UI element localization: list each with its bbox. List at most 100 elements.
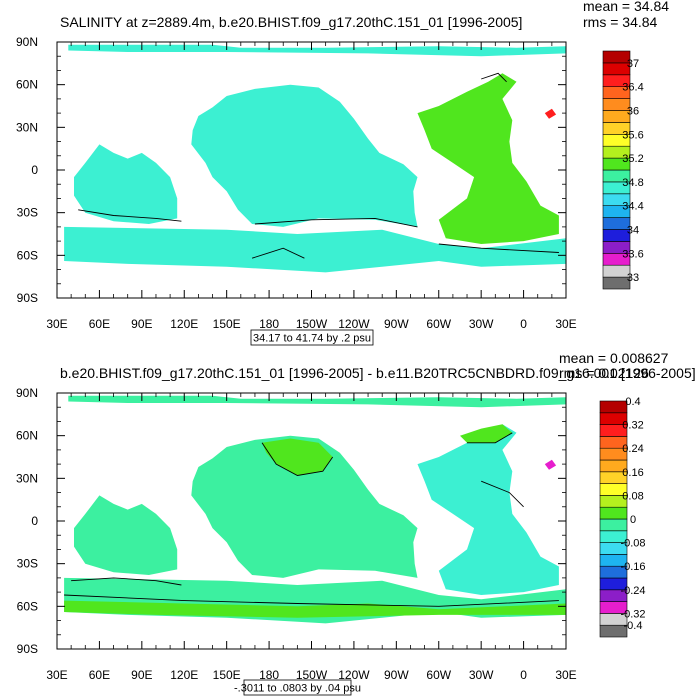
contour-line [251, 247, 305, 259]
x-tick-label: 120E [170, 668, 198, 682]
contour-line [254, 217, 418, 228]
colorbar-label: 34 [627, 225, 639, 237]
region-mediterranean-patch [544, 459, 557, 470]
y-tick-label: 60N [16, 78, 38, 92]
y-tick-label: 0 [31, 514, 38, 528]
rms-label: rms = 0.02126 [559, 365, 649, 381]
x-tick-label: 90E [131, 317, 152, 331]
colorbar-label: 37 [627, 58, 639, 70]
y-axis: 90N 60N 30N 0 30S 60S 90S [16, 386, 566, 656]
range-label: 34.17 to 41.74 by .2 psu [253, 333, 371, 345]
colorbar-label: 0.32 [622, 420, 643, 432]
x-tick-label: 30W [469, 317, 494, 331]
x-tick-label: 90W [384, 668, 409, 682]
region-pacific [191, 84, 418, 227]
panel-title: b.e20.BHIST.f09_g17.20thC.151_01 [1996-2… [60, 365, 696, 381]
colorbar-label: 36 [627, 106, 639, 118]
x-tick-label: 60W [426, 317, 451, 331]
y-tick-label: 90S [17, 642, 38, 656]
x-tick-label: 30E [46, 317, 67, 331]
x-tick-label: 30E [555, 317, 576, 331]
x-tick-label: 0 [520, 668, 527, 682]
colorbar-label: -0.08 [620, 538, 645, 550]
y-tick-label: 60S [17, 599, 38, 613]
range-box: 34.17 to 41.74 by .2 psu [250, 329, 374, 346]
x-tick-label: 120W [338, 668, 370, 682]
colorbar-label: 0.08 [622, 490, 643, 502]
region-southern-ocean-low [64, 600, 566, 618]
x-tick-label: 60E [89, 668, 110, 682]
y-tick-label: 30S [17, 206, 38, 220]
colorbar-label: 36.4 [622, 82, 643, 94]
colorbar-label: -0.4 [624, 620, 643, 632]
region-pacific [191, 435, 418, 578]
x-tick-label: 150E [213, 317, 241, 331]
x-tick-label: 90E [131, 668, 152, 682]
region-southern-ocean [64, 226, 566, 273]
y-tick-label: 30S [17, 557, 38, 571]
y-tick-label: 60S [17, 248, 38, 262]
panel-difference: b.e20.BHIST.f09_g17.20thC.151_01 [1996-2… [16, 350, 696, 696]
range-box: -.3011 to .0803 by .04 psu [234, 679, 361, 696]
region-north-pacific-high [262, 438, 333, 476]
colorbar-label: -0.24 [620, 585, 645, 597]
region-atlantic [417, 424, 559, 595]
x-tick-label: 0 [520, 317, 527, 331]
colorbar-label: 35.6 [622, 129, 643, 141]
region-arctic-band [68, 44, 567, 57]
ocean-regions [64, 44, 567, 273]
contour-line [481, 72, 507, 83]
colorbar: -0.4-0.32 -0.24 -0.16 -0.08 0 0.08 0.16 0.24 0.3… [599, 396, 646, 638]
panel-salinity: SALINITY at z=2889.4m, b.e20.BHIST.f09_g… [16, 0, 669, 346]
colorbar-box [599, 518, 628, 532]
y-tick-label: 30N [16, 120, 38, 134]
colorbar-label: 33 [627, 272, 639, 284]
x-tick-label: 90W [384, 317, 409, 331]
x-tick-label: 150W [296, 668, 328, 682]
contour-line [78, 209, 182, 222]
x-tick-label: 150W [296, 317, 328, 331]
contour-line [467, 432, 513, 444]
x-tick-label: 180 [259, 668, 279, 682]
x-tick-label: 30E [555, 668, 576, 682]
contour-line [261, 442, 334, 476]
colorbar-label: 0.4 [625, 396, 640, 408]
contour-lines [64, 432, 559, 607]
y-axis: 90N 60N 30N 0 30S 60S 90S [16, 35, 566, 305]
colorbar-label: 0.24 [622, 443, 643, 455]
colorbar-label: 34.4 [622, 201, 643, 213]
region-arctic-band [68, 395, 567, 408]
range-box-frame [250, 329, 374, 346]
colorbar: 33 33.6 34 34.4 34.8 35.2 35.6 36 36.4 37 [602, 50, 644, 290]
x-tick-label: 150E [213, 668, 241, 682]
y-tick-label: 90S [17, 291, 38, 305]
contour-lines [78, 72, 559, 259]
contour-line [481, 480, 524, 508]
y-tick-label: 90N [16, 386, 38, 400]
panel-title: SALINITY at z=2889.4m, b.e20.BHIST.f09_g… [60, 14, 522, 30]
colorbar-label: 33.6 [622, 248, 643, 260]
region-indian-ocean [74, 495, 178, 575]
x-tick-label: 180 [259, 317, 279, 331]
colorbar-box [599, 506, 628, 520]
x-tick-label: 30E [46, 668, 67, 682]
y-tick-label: 90N [16, 35, 38, 49]
region-atlantic [417, 73, 559, 244]
x-tick-label: 60W [426, 668, 451, 682]
x-axis: 30E 60E 90E 120E 150E 180 150W 120W 90W 60W 30W 0 30… [46, 42, 577, 331]
x-tick-label: 60E [89, 317, 110, 331]
x-axis: 30E 60E 90E 120E 150E 180 150W 120W 90W 60W 30W 0 30… [46, 393, 577, 682]
x-tick-label: 120E [170, 317, 198, 331]
mean-label: mean = 0.008627 [559, 350, 669, 366]
colorbar-box [602, 50, 631, 64]
colorbar-label: 35.2 [622, 153, 643, 165]
y-tick-label: 60N [16, 429, 38, 443]
rms-label: rms = 34.84 [583, 14, 658, 30]
colorbar-box [599, 400, 628, 414]
region-mediterranean-patch [544, 108, 557, 119]
range-box-frame [243, 679, 352, 696]
colorbar-label: -0.16 [620, 561, 645, 573]
y-tick-label: 30N [16, 471, 38, 485]
region-indian-ocean [74, 144, 178, 224]
